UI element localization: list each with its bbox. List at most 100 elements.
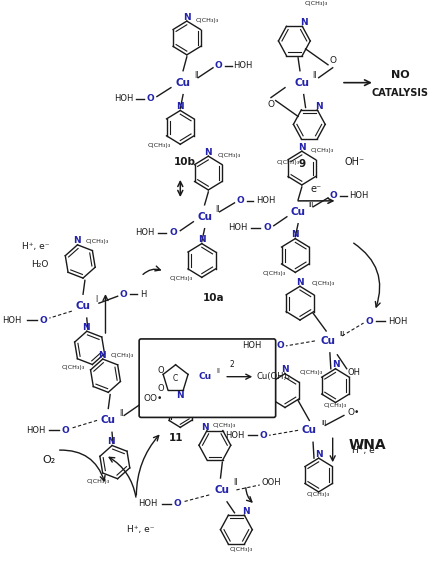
Text: N: N	[243, 507, 250, 516]
Text: Cu: Cu	[302, 426, 317, 436]
Text: Cu: Cu	[175, 78, 190, 87]
Text: HOH: HOH	[349, 191, 369, 201]
Text: O: O	[147, 94, 154, 103]
Text: N: N	[198, 235, 206, 244]
Text: H: H	[140, 290, 146, 298]
Text: C: C	[173, 374, 178, 383]
Text: C(CH₃)₃: C(CH₃)₃	[61, 365, 84, 370]
Text: Cu: Cu	[291, 207, 306, 217]
Text: III: III	[339, 331, 345, 337]
Text: O: O	[174, 499, 181, 508]
Text: N: N	[315, 449, 322, 459]
Text: e⁻: e⁻	[310, 184, 321, 194]
Text: II: II	[313, 71, 317, 80]
Text: C(CH₃)₃: C(CH₃)₃	[276, 160, 299, 164]
FancyBboxPatch shape	[139, 339, 276, 417]
Text: O: O	[157, 384, 164, 393]
Text: C(CH₃)₃: C(CH₃)₃	[111, 353, 134, 359]
Text: O: O	[40, 315, 48, 325]
Text: 2: 2	[229, 360, 234, 369]
Text: 11: 11	[169, 433, 183, 443]
Text: O: O	[120, 290, 127, 298]
Text: N: N	[301, 19, 308, 27]
Text: OO•: OO•	[144, 394, 163, 403]
Text: C(CH₃)₃: C(CH₃)₃	[86, 479, 110, 484]
Text: C(CH₃)₃: C(CH₃)₃	[217, 153, 240, 157]
Text: OOH: OOH	[261, 479, 281, 487]
Text: Cu: Cu	[320, 336, 335, 346]
Text: C(CH₃)₃: C(CH₃)₃	[169, 276, 193, 281]
Text: II: II	[194, 71, 198, 80]
Text: Cu: Cu	[199, 372, 212, 381]
Text: Cu: Cu	[197, 212, 212, 222]
Text: C(CH₃)₃: C(CH₃)₃	[312, 281, 335, 286]
Text: III: III	[322, 420, 327, 426]
Text: N: N	[73, 237, 81, 245]
Text: C(CH₃)₃: C(CH₃)₃	[148, 143, 171, 147]
Text: 9: 9	[298, 159, 305, 169]
Text: HOH: HOH	[135, 228, 154, 237]
Text: O: O	[157, 366, 164, 375]
Text: H₂O: H₂O	[31, 260, 49, 269]
Text: N: N	[176, 102, 184, 111]
Text: C(CH₃)₃: C(CH₃)₃	[230, 547, 253, 552]
Text: N: N	[83, 323, 90, 332]
Text: OH: OH	[348, 368, 361, 377]
Text: 10a: 10a	[203, 293, 225, 303]
Text: HOH: HOH	[227, 223, 247, 232]
Text: I: I	[95, 295, 97, 304]
Text: II: II	[119, 409, 124, 418]
Text: O: O	[267, 100, 274, 109]
Text: II: II	[217, 368, 221, 374]
Text: H⁺, e⁻: H⁺, e⁻	[127, 525, 155, 534]
Text: N: N	[298, 143, 306, 152]
Text: N: N	[281, 365, 289, 374]
Text: C(CH₃)₃: C(CH₃)₃	[212, 423, 236, 428]
Text: C(CH₃)₃: C(CH₃)₃	[196, 17, 219, 23]
Text: N: N	[183, 13, 190, 22]
Text: C(CH₃)₃: C(CH₃)₃	[307, 493, 330, 497]
Text: C(CH₃)₃: C(CH₃)₃	[324, 403, 347, 408]
Text: N: N	[176, 391, 184, 400]
Text: HOH: HOH	[242, 342, 261, 350]
Text: C(CH₃)₃: C(CH₃)₃	[86, 239, 109, 244]
Text: C(CH₃)₃: C(CH₃)₃	[300, 370, 323, 375]
Text: N: N	[98, 350, 106, 360]
Text: NO: NO	[391, 70, 409, 80]
Text: III: III	[308, 202, 314, 208]
Text: Cu: Cu	[294, 78, 309, 87]
Text: N: N	[332, 360, 339, 369]
Text: C(CH₃)₃: C(CH₃)₃	[263, 271, 286, 276]
Text: O: O	[260, 431, 267, 440]
Text: Cu(OH)₂: Cu(OH)₂	[257, 372, 291, 381]
Text: WNA: WNA	[348, 438, 386, 452]
Text: II: II	[215, 205, 220, 215]
Text: O: O	[365, 317, 373, 325]
Text: HOH: HOH	[256, 196, 275, 205]
Text: N: N	[296, 278, 304, 287]
Text: O: O	[276, 342, 284, 350]
Text: HOH: HOH	[225, 431, 244, 440]
Text: HOH: HOH	[114, 94, 134, 103]
Text: H⁺, e⁻: H⁺, e⁻	[22, 242, 49, 251]
Text: HOH: HOH	[26, 426, 45, 435]
Text: N: N	[205, 147, 212, 157]
Text: O: O	[215, 61, 222, 71]
Text: H⁺, e⁻: H⁺, e⁻	[352, 445, 379, 455]
Text: N: N	[201, 423, 209, 431]
Text: HOH: HOH	[138, 499, 157, 508]
Text: OH⁻: OH⁻	[344, 157, 364, 167]
Text: O: O	[330, 191, 338, 201]
Text: Cu: Cu	[76, 301, 91, 311]
Text: O: O	[263, 223, 271, 232]
Text: Cu: Cu	[215, 485, 230, 495]
Text: O₂: O₂	[43, 455, 56, 465]
Text: HOH: HOH	[388, 317, 408, 325]
Text: 10b: 10b	[174, 157, 196, 167]
Text: O: O	[236, 196, 244, 205]
Text: N: N	[292, 230, 299, 239]
Text: C(CH₃)₃: C(CH₃)₃	[311, 147, 334, 153]
Text: II: II	[233, 479, 238, 487]
Text: O: O	[329, 57, 336, 65]
Text: HOH: HOH	[2, 315, 22, 325]
